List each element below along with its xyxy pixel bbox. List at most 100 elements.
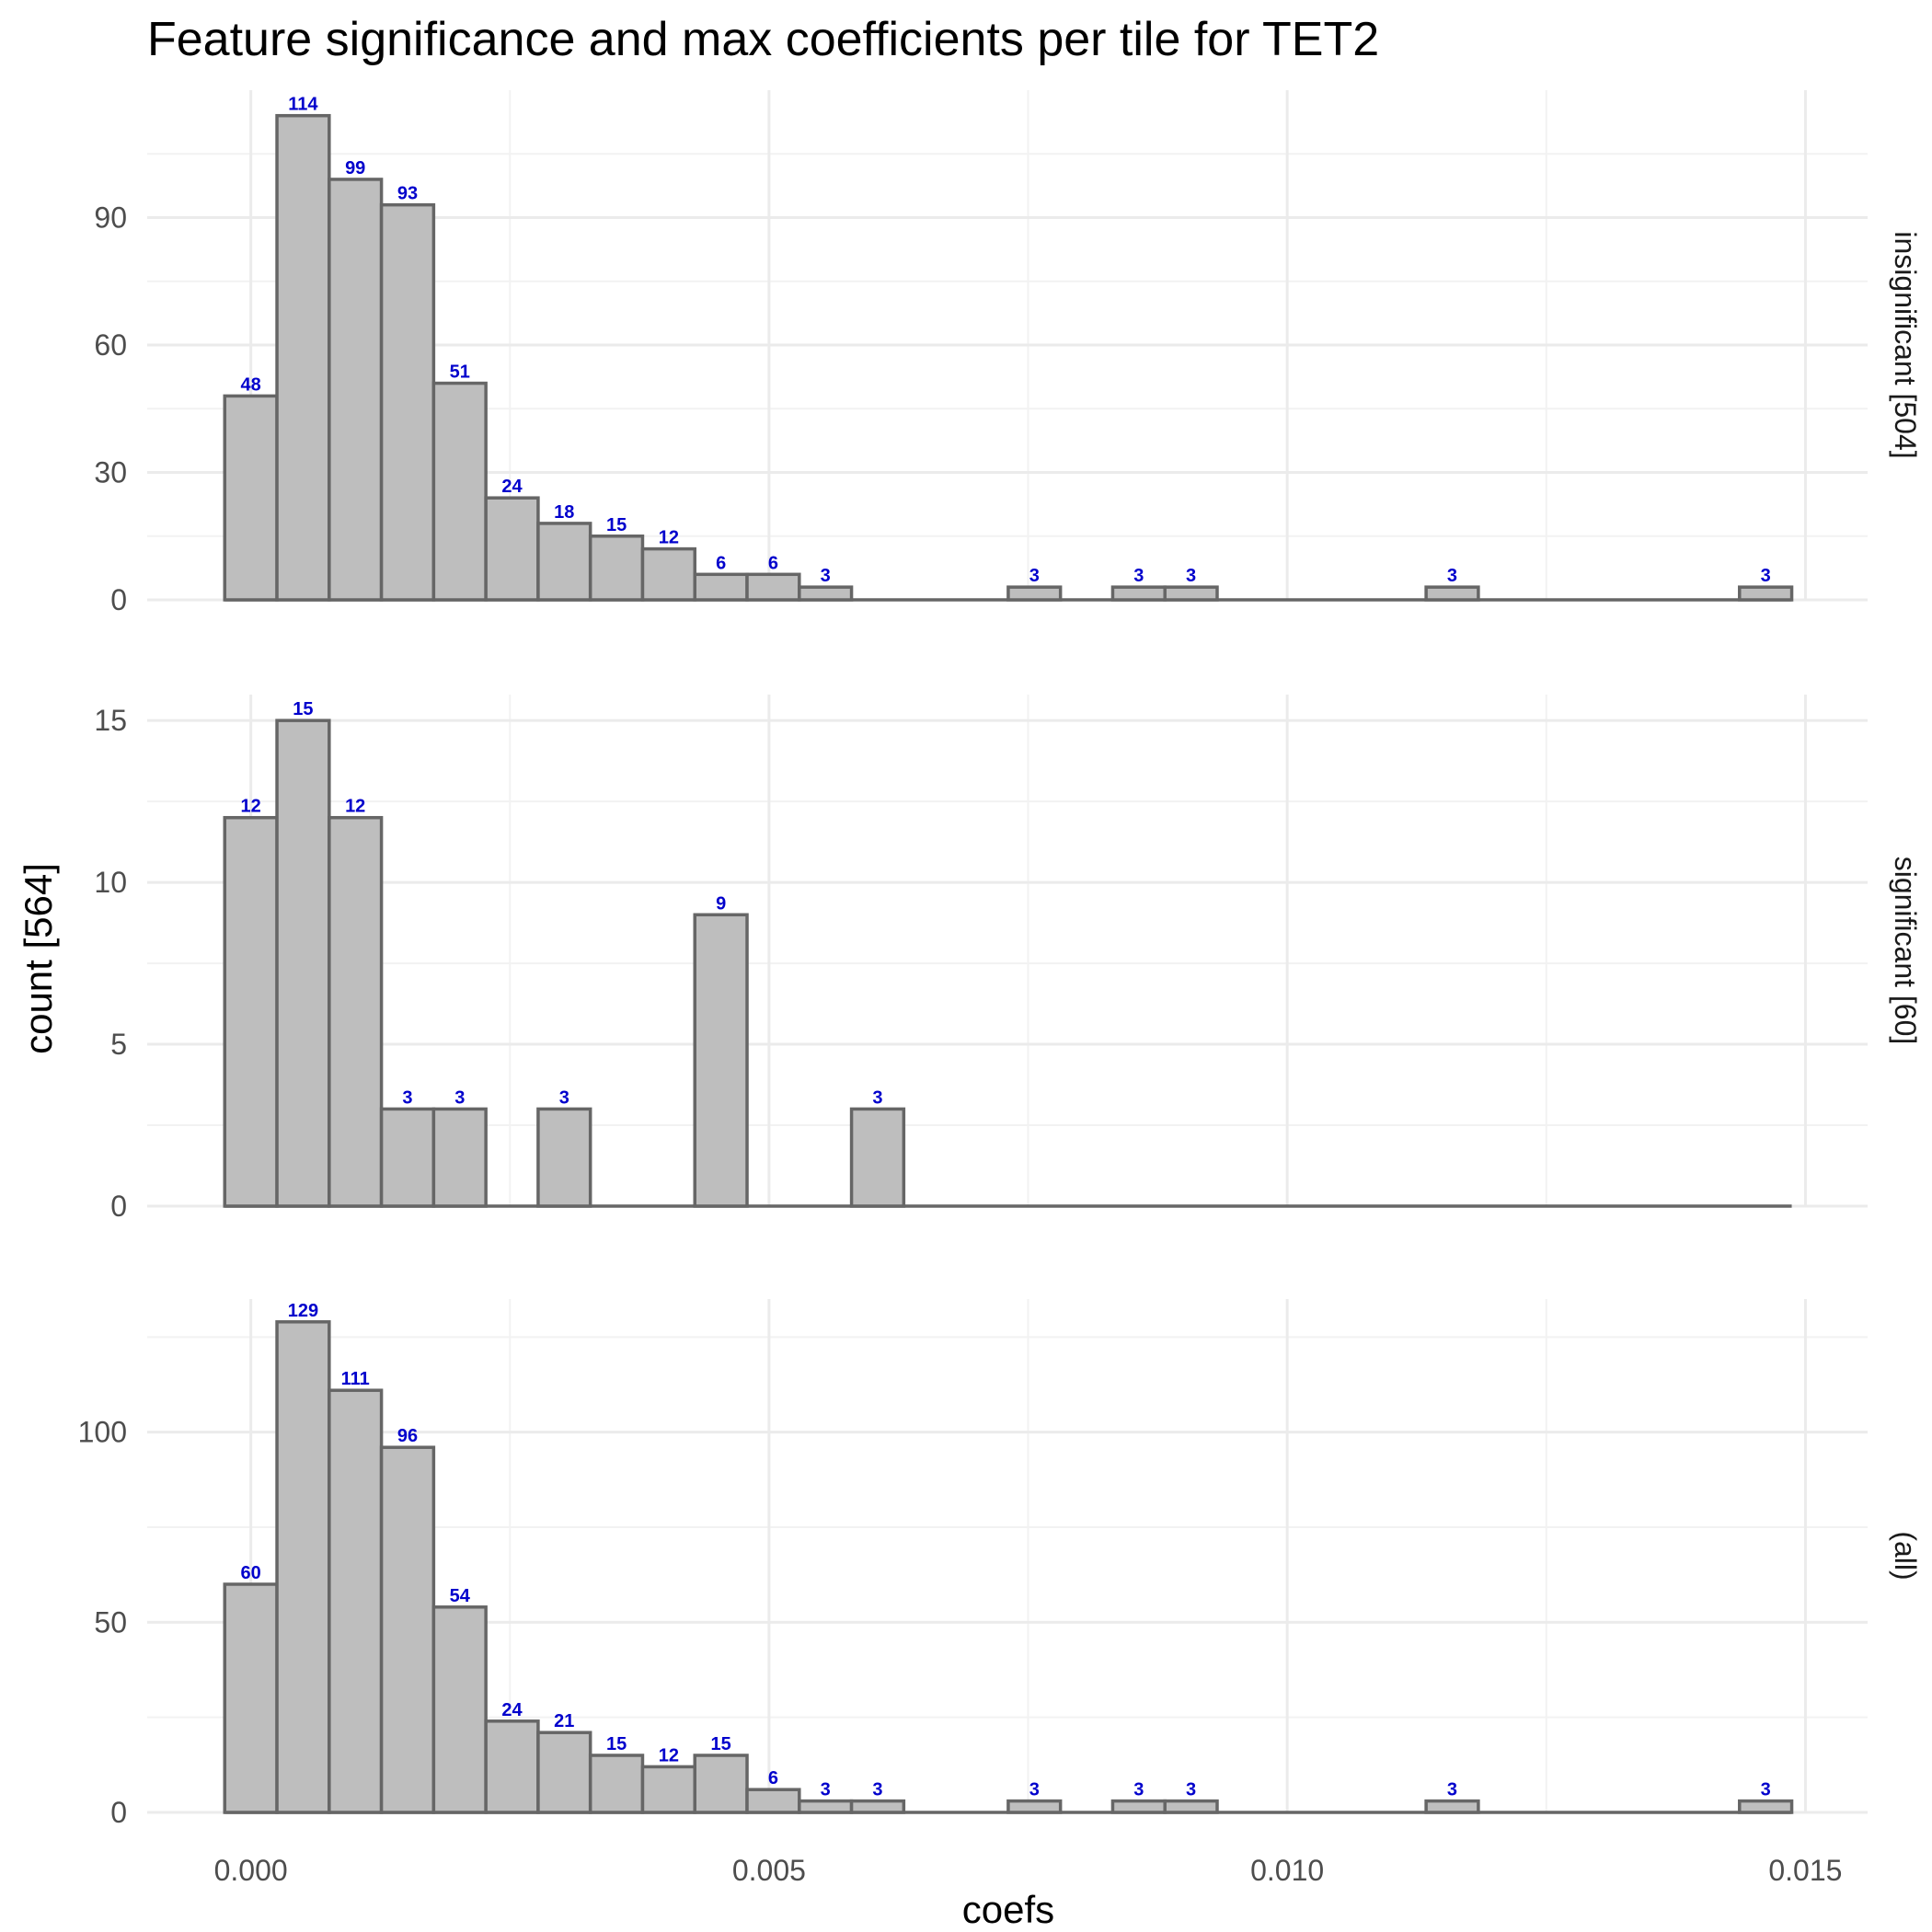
histogram-bar [693,1754,749,1814]
bar-count-label: 12 [659,528,679,548]
bar-count-label: 48 [241,374,261,395]
histogram-bar [1738,1799,1794,1814]
facet-strip-label: significant [60] [1889,857,1922,1045]
histogram-bar [1738,585,1794,602]
bar-count-label: 51 [450,362,470,383]
y-tick-label: 10 [94,866,127,899]
histogram-bar [588,535,645,602]
x-axis-title: coefs [962,1888,1054,1931]
bar-count-label: 3 [1761,1780,1771,1800]
facet-panel: 0 30 60 90 48 114 99 93 51 24 18 15 12 6 6 3 3 3 3 3 3 insign… [94,90,1922,616]
y-tick-label: 90 [94,201,127,235]
histogram-bar [849,1799,906,1814]
x-tick-label: 0.015 [1768,1854,1842,1887]
bar-count-label: 24 [501,477,523,497]
bar-count-label: 6 [768,1768,778,1788]
bar-count-label: 3 [1447,566,1457,586]
bar-count-label: 15 [606,515,627,535]
histogram-bar [328,815,384,1208]
y-tick-label: 0 [110,1190,127,1223]
bar-count-label: 3 [872,1087,882,1108]
bar-count-label: 114 [288,95,318,115]
histogram-bar [1424,585,1480,602]
histogram-bar [223,1582,279,1814]
histogram-bar [328,1388,384,1814]
histogram-bar [745,1788,801,1814]
histogram-bar [1006,1799,1063,1814]
y-tick-label: 30 [94,456,127,489]
histogram-bar [431,1605,488,1814]
bar-count-label: 6 [716,553,726,573]
facet-strip-label: insignificant [504] [1889,231,1922,458]
bar-count-label: 24 [501,1700,523,1720]
bar-count-label: 3 [821,566,831,586]
histogram-bar [1163,585,1219,602]
bar-count-label: 3 [872,1780,882,1800]
histogram-bar [223,394,279,602]
y-tick-label: 50 [94,1605,127,1639]
x-tick-label: 0.000 [214,1854,288,1887]
histogram-bar [431,381,488,602]
histogram-bar [798,585,854,602]
x-tick-label: 0.005 [732,1854,806,1887]
histogram-bar [1006,585,1063,602]
x-tick-label: 0.010 [1250,1854,1324,1887]
bar-count-label: 111 [341,1369,370,1389]
bar-count-label: 15 [711,1734,731,1754]
bar-count-label: 15 [293,699,313,719]
histogram-bar [328,178,384,602]
bar-count-label: 96 [397,1426,418,1446]
histogram-bar [1163,1799,1219,1814]
histogram-bar [379,1107,436,1208]
histogram-bar [536,522,592,602]
histogram-bar [379,1445,436,1814]
bar-count-label: 3 [1447,1780,1457,1800]
histogram-bar [275,113,331,602]
histogram-bar [849,1107,906,1208]
bar-count-label: 3 [1761,566,1771,586]
bar-count-label: 60 [241,1563,261,1583]
bar-count-label: 93 [397,184,418,204]
histogram-bar [275,1320,331,1814]
y-axis-title: count [564] [17,863,60,1054]
bar-count-label: 21 [554,1711,574,1731]
y-tick-label: 100 [78,1416,127,1449]
bar-count-label: 129 [288,1301,318,1321]
bar-count-label: 3 [821,1780,831,1800]
bar-count-label: 12 [659,1745,679,1765]
y-tick-label: 5 [110,1028,127,1061]
histogram-bar [275,719,331,1208]
histogram-bar [1110,1799,1167,1814]
bar-count-label: 12 [345,797,365,817]
bar-count-label: 3 [402,1087,412,1108]
bar-count-label: 99 [345,158,365,178]
histogram-bar [693,913,749,1208]
y-tick-label: 15 [94,704,127,737]
histogram-bar [588,1754,645,1814]
bar-count-label: 3 [454,1087,465,1108]
bar-count-label: 6 [768,553,778,573]
histogram-bar [798,1799,854,1814]
chart-title: Feature significance and max coefficient… [147,13,1379,66]
facet-panel: 0 5 10 15 12 15 12 3 3 3 9 3 significant [60] [94,695,1922,1223]
histogram-bar [745,572,801,602]
bar-count-label: 12 [241,797,261,817]
histogram-bar [1424,1799,1480,1814]
bar-count-label: 3 [1029,566,1040,586]
bar-count-label: 15 [606,1734,627,1754]
histogram-bar [640,1765,696,1814]
bar-count-label: 9 [716,893,726,914]
facet-strip-label: (all) [1889,1531,1922,1580]
y-tick-label: 60 [94,328,127,362]
histogram-bar [640,546,696,602]
histogram-bar [1110,585,1167,602]
bar-count-label: 3 [1133,1780,1144,1800]
histogram-bar [536,1107,592,1208]
bar-count-label: 18 [554,502,574,523]
histogram-bar [484,496,540,602]
histogram-bar [536,1731,592,1814]
y-tick-label: 0 [110,583,127,616]
histogram-bar [379,202,436,602]
